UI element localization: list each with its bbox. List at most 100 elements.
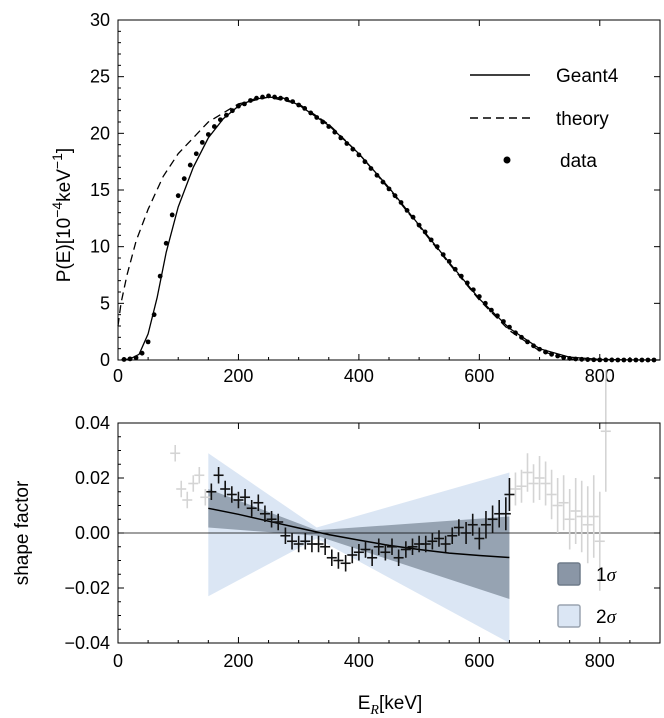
data-point (368, 166, 374, 171)
bottom-x-tick-label: 0 (113, 651, 123, 671)
data-point (230, 108, 235, 114)
top-x-tick-label: 800 (585, 366, 615, 386)
bottom-y-tick-label: 0.04 (75, 413, 110, 433)
data-point (392, 193, 398, 199)
data-point (224, 112, 229, 118)
data-point (290, 99, 296, 104)
data-point (326, 124, 332, 129)
bottom-y-axis-label: shape factor (12, 480, 33, 585)
data-point (344, 141, 350, 146)
data-point (350, 146, 356, 152)
top-y-tick-label: 30 (90, 10, 110, 30)
legend-label-geant4: Geant4 (556, 66, 619, 87)
top-y-tick-label: 10 (90, 237, 110, 257)
data-point (380, 179, 386, 185)
data-point (151, 312, 157, 318)
bottom-y-tick-label: 0.00 (75, 523, 110, 543)
data-point (320, 119, 326, 125)
top-x-tick-label: 0 (113, 366, 123, 386)
data-point (169, 212, 175, 218)
bottom-x-tick-label: 600 (464, 651, 494, 671)
bottom-plot: 0 200 400 600 800 −0.04 −0.02 0.00 0.02 0.04 sha… (12, 370, 661, 718)
data-point (242, 101, 247, 107)
data-point (537, 346, 542, 352)
legend-2sigma-swatch (557, 604, 581, 628)
data-point (525, 339, 530, 345)
data-point (452, 266, 458, 272)
top-y-tick-label: 25 (90, 67, 110, 87)
data-point (440, 252, 446, 257)
data-point (187, 162, 193, 168)
legend-2sigma-label: 2σ (596, 607, 617, 628)
data-point (314, 115, 320, 120)
data-point (332, 129, 338, 135)
top-x-tick-label: 200 (223, 366, 253, 386)
bottom-legend: 1σ 2σ (557, 562, 617, 628)
theory-line (117, 96, 600, 361)
bottom-y-tick-label: −0.04 (64, 633, 110, 653)
data-point (374, 172, 380, 178)
legend-1sigma-swatch (557, 562, 581, 586)
data-point (133, 355, 139, 361)
data-point (416, 222, 422, 228)
data-point (428, 237, 434, 243)
data-point (248, 98, 253, 103)
bottom-x-tick-label: 400 (344, 651, 374, 671)
data-point (531, 343, 536, 349)
data-point (434, 244, 440, 250)
data-point (464, 280, 470, 286)
data-point (181, 176, 187, 182)
data-point (121, 357, 127, 362)
data-point (254, 95, 259, 101)
data-point (302, 106, 308, 111)
data-point (278, 95, 283, 101)
data-point (284, 96, 290, 102)
data-point (362, 159, 368, 165)
geant4-line (120, 96, 661, 361)
top-y-axis-label: P(E)[10−4keV−1] (49, 148, 75, 282)
bottom-x-tick-label: 200 (223, 651, 253, 671)
bottom-y-tick-label: 0.02 (75, 468, 110, 488)
data-point (476, 294, 482, 299)
data-point (488, 307, 494, 313)
data-point (573, 356, 579, 362)
data-point (555, 353, 561, 359)
data-point (217, 117, 223, 123)
data-point (482, 300, 488, 306)
data-point (205, 132, 211, 137)
top-x-tick-label: 600 (464, 366, 494, 386)
data-point (513, 330, 518, 336)
data-point (193, 151, 199, 157)
data-point (175, 193, 181, 199)
data-point (272, 94, 277, 100)
data-point (338, 135, 344, 141)
bottom-y-tick-label: −0.02 (64, 578, 110, 598)
legend-label-theory: theory (556, 109, 609, 130)
top-x-tick-label: 400 (344, 366, 374, 386)
data-point (495, 313, 500, 319)
top-y-tick-label: 5 (100, 293, 110, 313)
data-point (139, 350, 145, 356)
data-point (356, 152, 362, 158)
data-point (410, 214, 416, 220)
data-point (398, 200, 404, 205)
data-point (199, 140, 205, 145)
top-legend: Geant4 theory data (470, 66, 619, 172)
data-point (260, 94, 265, 100)
data-point (296, 102, 302, 108)
data-point (163, 240, 169, 246)
data-point (446, 259, 452, 264)
data-point (422, 229, 428, 235)
top-y-tick-label: 0 (100, 350, 110, 370)
data-point (404, 208, 410, 213)
data-point (543, 349, 548, 355)
data-point (236, 103, 241, 109)
legend-point-swatch (503, 156, 511, 164)
data-point (211, 124, 217, 129)
data-point (549, 351, 554, 357)
bottom-x-tick-label: 800 (585, 651, 615, 671)
top-plot: 0 200 400 600 800 0 5 10 15 20 25 30 P(E)[10−4keV−… (49, 10, 661, 386)
top-y-tick-label: 20 (90, 123, 110, 143)
data-point (145, 339, 151, 345)
